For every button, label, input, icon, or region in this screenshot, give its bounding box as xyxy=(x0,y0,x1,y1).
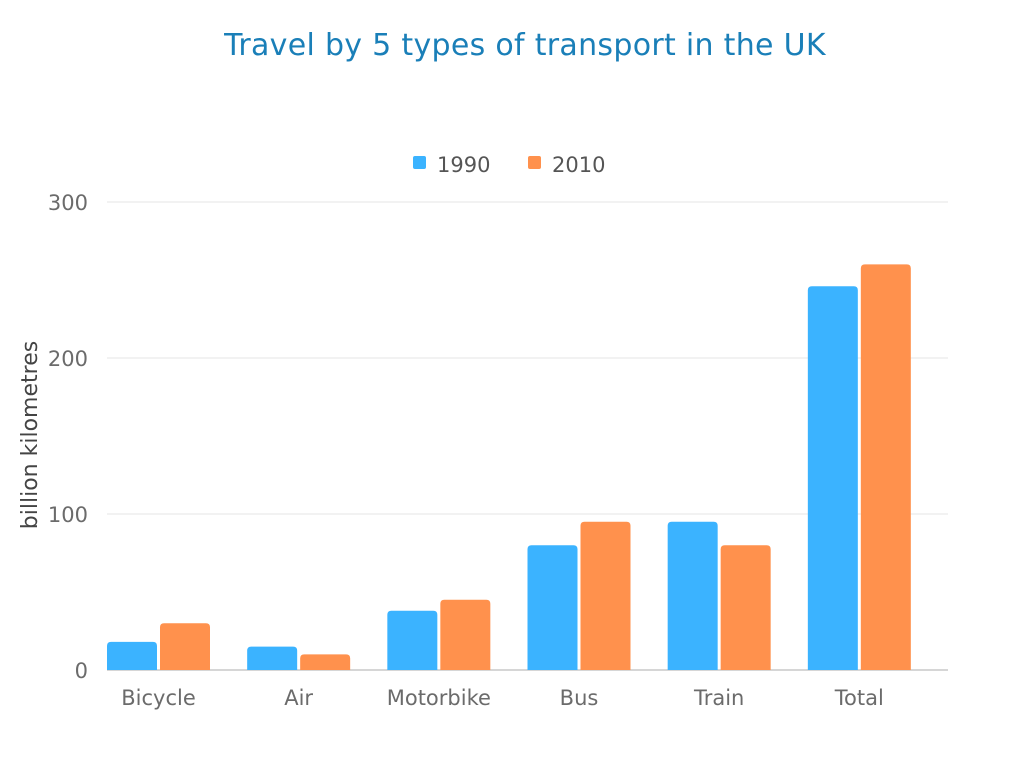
bar-bicycle-2010 xyxy=(160,623,210,670)
bar-air-2010 xyxy=(300,654,351,670)
bar-train-2010 xyxy=(720,545,771,670)
chart-title: Travel by 5 types of transport in the UK xyxy=(224,28,826,63)
y-tick-label: 100 xyxy=(48,503,88,527)
bar-total-1990 xyxy=(807,286,858,670)
bar-total-2010 xyxy=(860,264,911,670)
x-tick-label: Train xyxy=(693,686,744,710)
y-tick-label: 0 xyxy=(75,659,88,683)
x-tick-labels: Bicycle Air Motorbike Bus Train Total xyxy=(121,686,884,710)
legend-swatch-2010 xyxy=(528,156,541,169)
bars xyxy=(107,264,911,670)
bar-motorbike-1990 xyxy=(387,610,438,670)
x-tick-label: Air xyxy=(284,686,313,710)
x-tick-label: Total xyxy=(834,686,884,710)
bar-bus-2010 xyxy=(580,521,631,670)
legend-swatch-1990 xyxy=(413,156,426,169)
y-tick-label: 200 xyxy=(48,347,88,371)
bar-train-1990 xyxy=(667,521,718,670)
x-tick-label: Bicycle xyxy=(121,686,196,710)
x-tick-label: Motorbike xyxy=(387,686,491,710)
bar-bicycle-1990 xyxy=(107,641,157,670)
legend-label-2010: 2010 xyxy=(552,153,605,177)
y-tick-label: 300 xyxy=(48,191,88,215)
y-axis-title: billion kilometres xyxy=(18,341,43,529)
legend: 1990 2010 xyxy=(413,153,605,177)
bar-motorbike-2010 xyxy=(440,599,491,670)
y-tick-labels: 0 100 200 300 xyxy=(48,191,88,683)
bar-bus-1990 xyxy=(527,545,578,670)
legend-label-1990: 1990 xyxy=(437,153,490,177)
x-tick-label: Bus xyxy=(560,686,599,710)
bar-air-1990 xyxy=(247,646,298,670)
